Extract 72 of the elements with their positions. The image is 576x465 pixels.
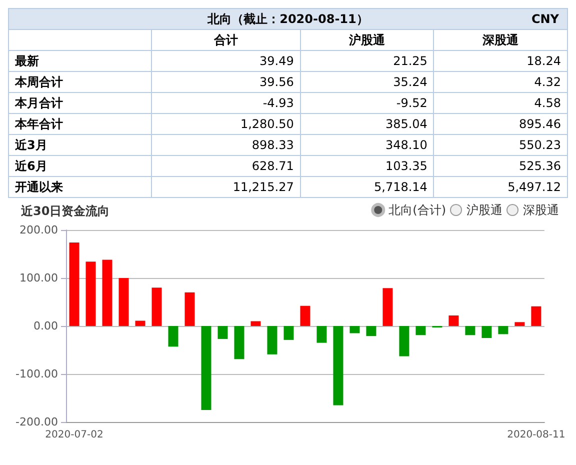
data-label: 895.46	[434, 114, 568, 134]
y-tick-label: -100.00	[16, 368, 58, 380]
x-tick-label: 2020-07-02	[45, 430, 104, 440]
data-label: 4.58	[434, 92, 568, 114]
bar	[465, 326, 476, 336]
bar	[333, 326, 344, 406]
y-tick-label: -200.00	[16, 416, 58, 428]
category-label: 近6月	[8, 156, 152, 176]
bar	[234, 326, 244, 360]
data-label: 21.25	[300, 50, 434, 72]
bar	[482, 326, 492, 338]
bar	[531, 306, 542, 326]
category-label: 最新	[8, 50, 152, 72]
category-label: 本周合计	[8, 72, 152, 92]
data-label: 35.24	[300, 72, 434, 92]
y-tick-label: 0.00	[34, 320, 58, 332]
data-label: 11,215.27	[152, 176, 300, 198]
bar	[382, 288, 393, 326]
bar	[399, 326, 410, 356]
data-label: 898.33	[152, 134, 300, 156]
category-label: 近3月	[8, 134, 152, 156]
data-label: 4.32	[434, 72, 568, 92]
bar	[218, 326, 228, 339]
y-tick-label: 200.00	[20, 224, 58, 236]
bar	[300, 306, 310, 326]
x-tick-label: 2020-08-11	[507, 430, 566, 440]
bar	[118, 278, 129, 326]
category-label: 开通以来	[8, 176, 152, 198]
bar	[152, 288, 162, 326]
text: 北向（截止：2020-08-11）	[208, 12, 368, 26]
category-label: 本年合计	[8, 114, 152, 134]
legend-label: 深股通	[523, 203, 559, 217]
bar	[416, 326, 426, 336]
bar	[350, 326, 360, 334]
data-label: 385.04	[300, 114, 434, 134]
bar	[498, 326, 508, 334]
data-label: 525.36	[434, 156, 568, 176]
data-label: 628.71	[152, 156, 300, 176]
data-label: 39.56	[152, 72, 300, 92]
series-label: 合计	[152, 30, 300, 50]
data-label: 103.35	[300, 156, 434, 176]
bar	[201, 326, 212, 410]
text: 北向(合计)	[388, 203, 446, 217]
text: 深股通	[434, 30, 568, 50]
y-tick-label: 100.00	[20, 272, 58, 284]
legend-label: 沪股通	[466, 203, 502, 217]
data-label: 39.49	[152, 50, 300, 72]
data-label: -9.52	[300, 92, 434, 114]
data-label: 18.24	[434, 50, 568, 72]
data-label: 5,497.12	[434, 176, 568, 198]
bar	[366, 326, 376, 336]
bar	[448, 315, 459, 326]
data-label: 1,280.50	[152, 114, 300, 134]
data-label: 348.10	[300, 134, 434, 156]
text: CNY	[531, 11, 559, 27]
bar	[284, 326, 294, 340]
bar	[316, 326, 327, 343]
bar	[250, 321, 261, 326]
data-label: -4.93	[152, 92, 300, 114]
bar	[184, 292, 195, 326]
text: 沪股通	[300, 30, 434, 50]
data-label: 5,718.14	[300, 176, 434, 198]
bar	[102, 260, 112, 326]
bar	[514, 322, 525, 326]
bar	[86, 262, 96, 326]
bar	[168, 326, 178, 347]
category-label: 本月合计	[8, 92, 152, 114]
chart-title: 近30日资金流向	[20, 204, 110, 218]
bar	[267, 326, 278, 354]
bar	[135, 320, 146, 326]
bar	[69, 242, 80, 326]
data-label: 550.23	[434, 134, 568, 156]
